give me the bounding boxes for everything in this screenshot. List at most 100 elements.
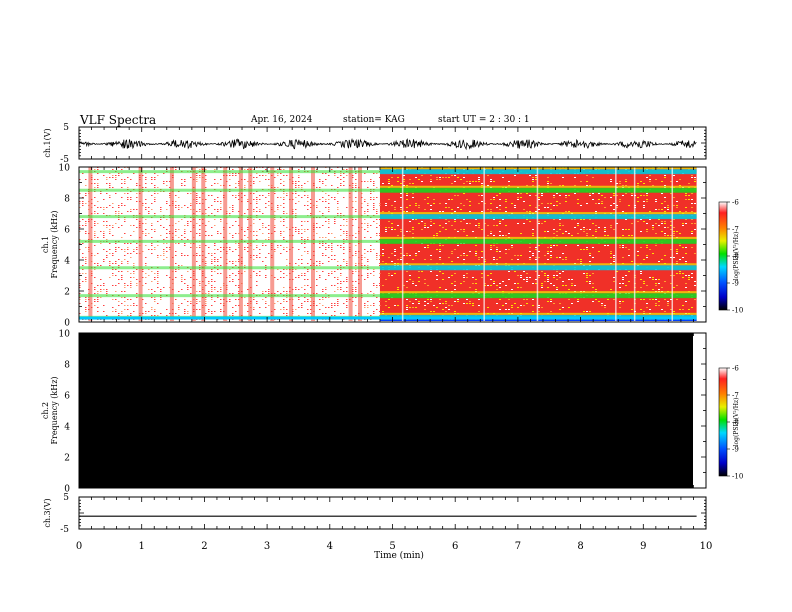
ch1-speckle xyxy=(286,291,288,292)
ch1-speckle xyxy=(199,209,201,210)
ch1-speckle xyxy=(121,271,123,272)
ch1-speckle xyxy=(130,257,132,258)
ch1-speckle xyxy=(205,265,207,266)
ch1-speckle xyxy=(145,233,147,234)
ch1-speckle xyxy=(124,259,126,260)
ch1-speckle xyxy=(274,231,276,232)
ch1-speckle xyxy=(244,169,246,170)
ch1-speckle xyxy=(511,203,513,204)
ch1-speckle xyxy=(583,311,585,312)
ch1-speckle xyxy=(109,185,111,186)
ch1-speckle xyxy=(691,207,693,208)
ch1-speckle xyxy=(124,193,126,194)
ch1-speckle xyxy=(520,287,522,288)
ch1-speckle xyxy=(412,193,414,194)
ch1-speckle xyxy=(532,253,534,254)
ch1-speckle xyxy=(316,207,318,208)
ch1-speckle xyxy=(175,231,177,232)
ch1-speckle xyxy=(550,209,552,210)
ch1-speckle xyxy=(169,231,171,232)
ch1-speckle xyxy=(265,239,267,240)
ch1-speckle xyxy=(622,185,624,186)
ch1-speckle xyxy=(454,211,456,212)
ch1-speckle xyxy=(208,207,210,208)
ch1-speckle xyxy=(286,265,288,266)
ch1-speckle xyxy=(352,287,354,288)
ch1-speckle xyxy=(655,285,657,286)
ch1-speckle xyxy=(679,259,681,260)
ch1-speckle xyxy=(412,197,414,198)
ch1-speckle xyxy=(379,239,381,240)
ch1-speckle xyxy=(379,285,381,286)
ch1-speckle xyxy=(568,289,570,290)
ch1-speckle xyxy=(94,211,96,212)
ch1-speckle xyxy=(283,237,285,238)
ch1-speckle xyxy=(682,309,684,310)
ch1-speckle xyxy=(469,301,471,302)
ch1-speckle xyxy=(82,201,84,202)
ch1-speckle xyxy=(283,231,285,232)
ch1-speckle xyxy=(532,185,534,186)
ch1-speckle xyxy=(115,269,117,270)
ch1-speckle xyxy=(112,225,114,226)
ch1-speckle xyxy=(562,225,564,226)
ch1-speckle xyxy=(256,199,258,200)
ch1-speckle xyxy=(340,175,342,176)
ch1-speckle xyxy=(673,287,675,288)
ch1-speckle xyxy=(154,249,156,250)
ch1-speckle xyxy=(103,305,105,306)
ch1-speckle xyxy=(100,285,102,286)
ch1-speckle xyxy=(493,235,495,236)
ch1-speckle xyxy=(478,299,480,300)
ch1-speckle xyxy=(673,233,675,234)
ch1-speckle xyxy=(454,311,456,312)
colorbar-tick-label: -10 xyxy=(732,473,743,481)
x-tick-label: 0 xyxy=(76,541,82,552)
ch1-speckle xyxy=(355,187,357,188)
ch1-speckle xyxy=(364,213,366,214)
ch1-speckle xyxy=(457,257,459,258)
ch1-speckle xyxy=(592,257,594,258)
ch1-speckle xyxy=(181,277,183,278)
ch1-speckle xyxy=(355,281,357,282)
ch1-speckle xyxy=(145,229,147,230)
ch1-speckle xyxy=(532,299,534,300)
ch1-speckle xyxy=(136,243,138,244)
ch1-speckle xyxy=(310,287,312,288)
ch1-speckle xyxy=(97,307,99,308)
ch1-speckle xyxy=(439,211,441,212)
ch1-speckle xyxy=(211,195,213,196)
ch1-speckle xyxy=(304,297,306,298)
ch1-speckle xyxy=(535,207,537,208)
ch1-speckle xyxy=(685,207,687,208)
ch1-speckle xyxy=(625,185,627,186)
ch1-speckle xyxy=(103,289,105,290)
ch1-speckle xyxy=(484,259,486,260)
ch1-speckle xyxy=(85,281,87,282)
ch1-speckle xyxy=(280,205,282,206)
ch1-speckle xyxy=(463,183,465,184)
ch1-speckle xyxy=(568,279,570,280)
ch1-speckle xyxy=(373,249,375,250)
ch1-speckle xyxy=(304,301,306,302)
ch1-speckle xyxy=(328,239,330,240)
ch1-speckle xyxy=(505,249,507,250)
ch1-speckle xyxy=(463,275,465,276)
ch1-speckle xyxy=(268,193,270,194)
ch1-speckle xyxy=(682,305,684,306)
ch1-speckle xyxy=(100,207,102,208)
ch1-speckle xyxy=(343,233,345,234)
ch1-speckle xyxy=(118,283,120,284)
ch1-speckle xyxy=(322,289,324,290)
ch1-speckle xyxy=(424,199,426,200)
ch1-speckle xyxy=(652,225,654,226)
ch1-speckle xyxy=(640,195,642,196)
ch1-speckle xyxy=(517,283,519,284)
ch1-speckle xyxy=(85,263,87,264)
ch1-speckle xyxy=(166,219,168,220)
ch1-speckle xyxy=(625,179,627,180)
ch1-speckle xyxy=(277,169,279,170)
ch1-speckle xyxy=(454,249,456,250)
ch1-speckle xyxy=(85,311,87,312)
ch1-speckle xyxy=(655,279,657,280)
